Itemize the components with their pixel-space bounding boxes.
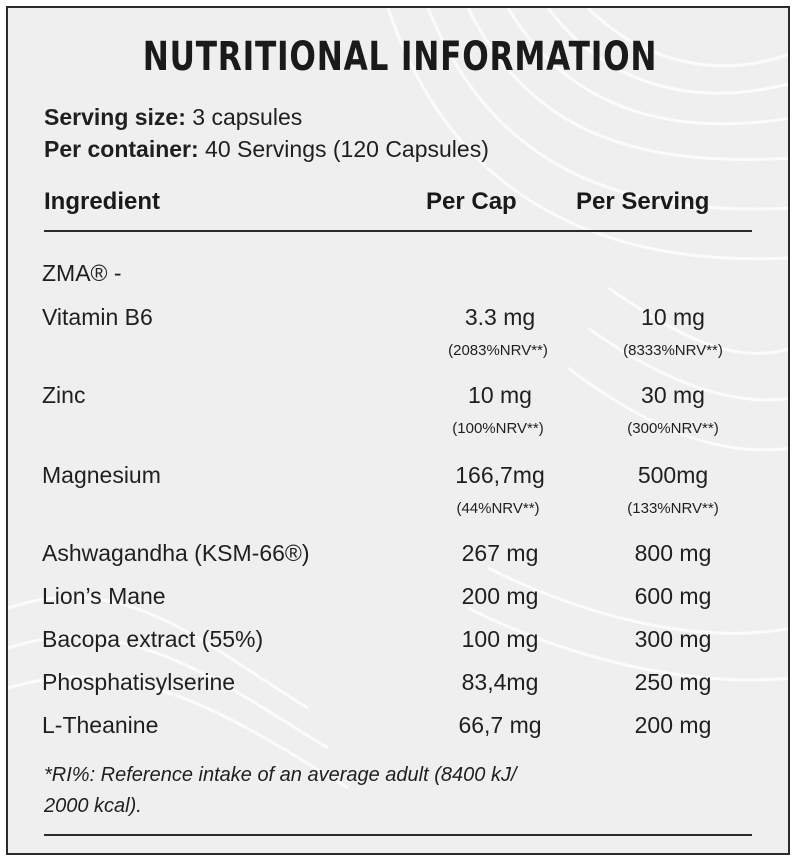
per-container-label: Per container: (44, 136, 199, 162)
per-serving-value: 30 mg (641, 382, 705, 408)
footnote-line-1: *RI%: Reference intake of an average adu… (44, 764, 517, 786)
nrv-per-cap: (44%NRV**) (456, 500, 540, 517)
serving-size-value: 3 capsules (185, 104, 303, 130)
swirl-background-pattern (8, 8, 788, 790)
header-divider (44, 230, 752, 232)
per-serving-value: 300 mg (634, 626, 712, 652)
per-serving-value: 600 mg (634, 583, 712, 609)
column-header-per-serving: Per Serving (576, 188, 710, 215)
ingredient-name: Lion’s Mane (42, 583, 166, 609)
per-cap-value: 3.3 mg (464, 304, 536, 330)
nrv-per-serving: (300%NRV**) (627, 420, 719, 437)
per-serving-value: 200 mg (634, 712, 712, 738)
group-label: ZMA® - (42, 260, 122, 286)
column-header-ingredient: Ingredient (44, 188, 161, 215)
ingredient-name: Vitamin B6 (42, 304, 153, 330)
page-title: NUTRITIONAL INFORMATION (142, 34, 658, 80)
per-cap-value: 66,7 mg (458, 712, 542, 738)
per-cap-value: 267 mg (461, 540, 539, 566)
nutrition-panel: NUTRITIONAL INFORMATION Serving size: 3 … (6, 6, 790, 855)
nrv-per-serving: (8333%NRV**) (623, 342, 723, 359)
ingredient-name: Phosphatisylserine (42, 669, 236, 695)
per-serving-value: 250 mg (634, 669, 712, 695)
ingredient-name: Ashwagandha (KSM-66®) (42, 540, 310, 566)
ingredient-name: Zinc (42, 382, 86, 408)
per-cap-value: 166,7mg (455, 462, 545, 488)
per-serving-value: 500mg (637, 462, 709, 488)
nrv-per-cap: (2083%NRV**) (448, 342, 548, 359)
ingredient-name: Bacopa extract (55%) (42, 626, 264, 652)
per-cap-value: 10 mg (468, 382, 532, 408)
per-serving-value: 10 mg (641, 304, 705, 330)
nrv-per-cap: (100%NRV**) (452, 420, 544, 437)
ingredient-name: L-Theanine (42, 712, 159, 738)
per-cap-value: 83,4mg (461, 669, 539, 695)
serving-size-label: Serving size: (44, 104, 186, 130)
per-serving-value: 800 mg (634, 540, 712, 566)
per-cap-value: 100 mg (461, 626, 539, 652)
ingredient-name: Magnesium (42, 462, 161, 488)
footnote: *RI%: Reference intake of an average adu… (44, 760, 764, 822)
nrv-per-serving: (133%NRV**) (627, 500, 719, 517)
footnote-line-2: 2000 kcal). (44, 795, 142, 817)
bottom-divider (44, 834, 752, 836)
per-cap-value: 200 mg (461, 583, 539, 609)
serving-size: Serving size: 3 capsules (44, 104, 302, 131)
per-container: Per container: 40 Servings (120 Capsules… (44, 136, 489, 163)
per-container-value: 40 Servings (120 Capsules) (198, 136, 489, 162)
column-header-per-cap: Per Cap (426, 188, 517, 215)
